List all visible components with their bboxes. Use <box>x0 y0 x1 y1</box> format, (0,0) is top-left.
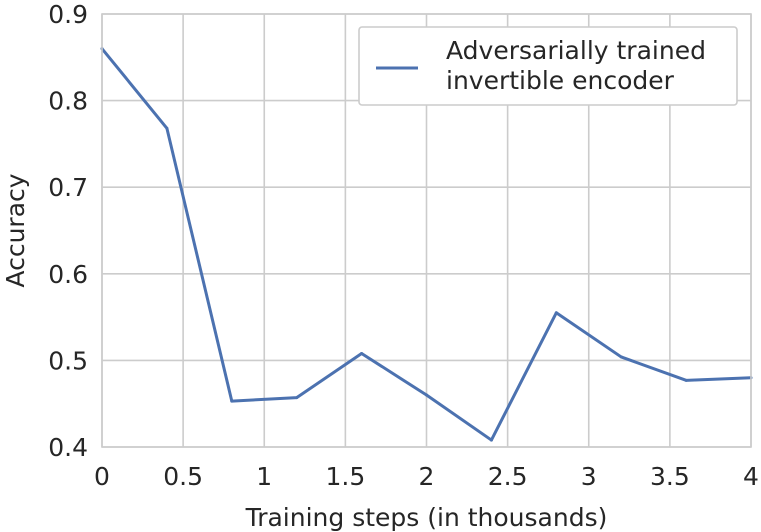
x-tick-label: 3 <box>581 462 597 491</box>
x-axis-label: Training steps (in thousands) <box>245 503 608 532</box>
data-point <box>425 393 428 397</box>
x-tick-label: 2.5 <box>488 462 528 491</box>
y-tick-label: 0.5 <box>48 346 88 375</box>
x-tick-label: 3.5 <box>650 462 690 491</box>
y-tick-label: 0.4 <box>48 433 88 462</box>
y-tick-labels: 0.4 0.5 0.6 0.7 0.8 0.9 <box>48 0 88 462</box>
plot-frame <box>101 13 752 448</box>
x-tick-label: 2 <box>419 462 435 491</box>
legend-label-line-1: Adversarially trained <box>446 36 706 65</box>
data-point <box>554 311 558 315</box>
y-axis-label: Accuracy <box>1 173 30 287</box>
y-tick-label: 0.7 <box>48 173 88 202</box>
x-tick-label: 1.5 <box>325 462 365 491</box>
legend-label-line-2: invertible encoder <box>446 66 675 95</box>
x-tick-labels: 0 0.5 1 1.5 2 2.5 3 3.5 4 <box>94 462 759 491</box>
data-point <box>295 396 299 400</box>
legend: Adversarially trained invertible encoder <box>358 26 738 106</box>
data-point <box>165 126 169 130</box>
data-point <box>360 351 364 355</box>
y-tick-label: 0.9 <box>48 0 88 29</box>
x-tick-label: 0.5 <box>163 462 203 491</box>
x-tick-label: 1 <box>256 462 272 491</box>
y-tick-label: 0.6 <box>48 260 88 289</box>
data-point <box>489 438 493 442</box>
x-tick-label: 0 <box>94 462 110 491</box>
data-point <box>619 355 623 359</box>
data-point <box>684 378 688 382</box>
y-tick-label: 0.8 <box>48 87 88 116</box>
x-tick-label: 4 <box>743 462 759 491</box>
data-point <box>230 399 234 403</box>
legend-box <box>358 26 738 106</box>
